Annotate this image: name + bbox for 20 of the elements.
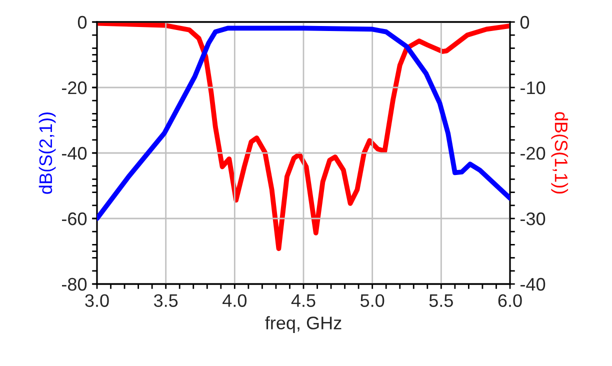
y2-tick-label: -40 bbox=[520, 278, 546, 291]
x-tick-label: 6.0 bbox=[498, 294, 522, 307]
x-tick-label: 3.5 bbox=[154, 294, 178, 307]
y2-tick-label: -20 bbox=[520, 146, 546, 160]
x-tick-label: 5.5 bbox=[429, 294, 453, 307]
x-axis-title: freq, GHz bbox=[265, 316, 342, 333]
y-tick-label: -20 bbox=[62, 81, 87, 94]
x-tick-label: 3.0 bbox=[85, 294, 109, 307]
y-axis-title: dB(S(2,1)) bbox=[38, 112, 56, 194]
y-tick-label: -60 bbox=[62, 212, 87, 226]
y2-axis-title: dB(S(1,1)) bbox=[551, 112, 568, 194]
y2-tick-label: -30 bbox=[520, 212, 546, 226]
y-tick-label: -80 bbox=[62, 278, 87, 291]
x-tick-label: 4.5 bbox=[291, 294, 316, 307]
y2-tick-label: -10 bbox=[520, 81, 546, 94]
y-tick-label: -40 bbox=[62, 146, 87, 160]
x-tick-label: 4.0 bbox=[222, 294, 247, 307]
x-tick-label: 5.0 bbox=[360, 294, 384, 307]
y2-tick-label: 0 bbox=[520, 16, 530, 29]
y-tick-label: 0 bbox=[78, 16, 87, 29]
